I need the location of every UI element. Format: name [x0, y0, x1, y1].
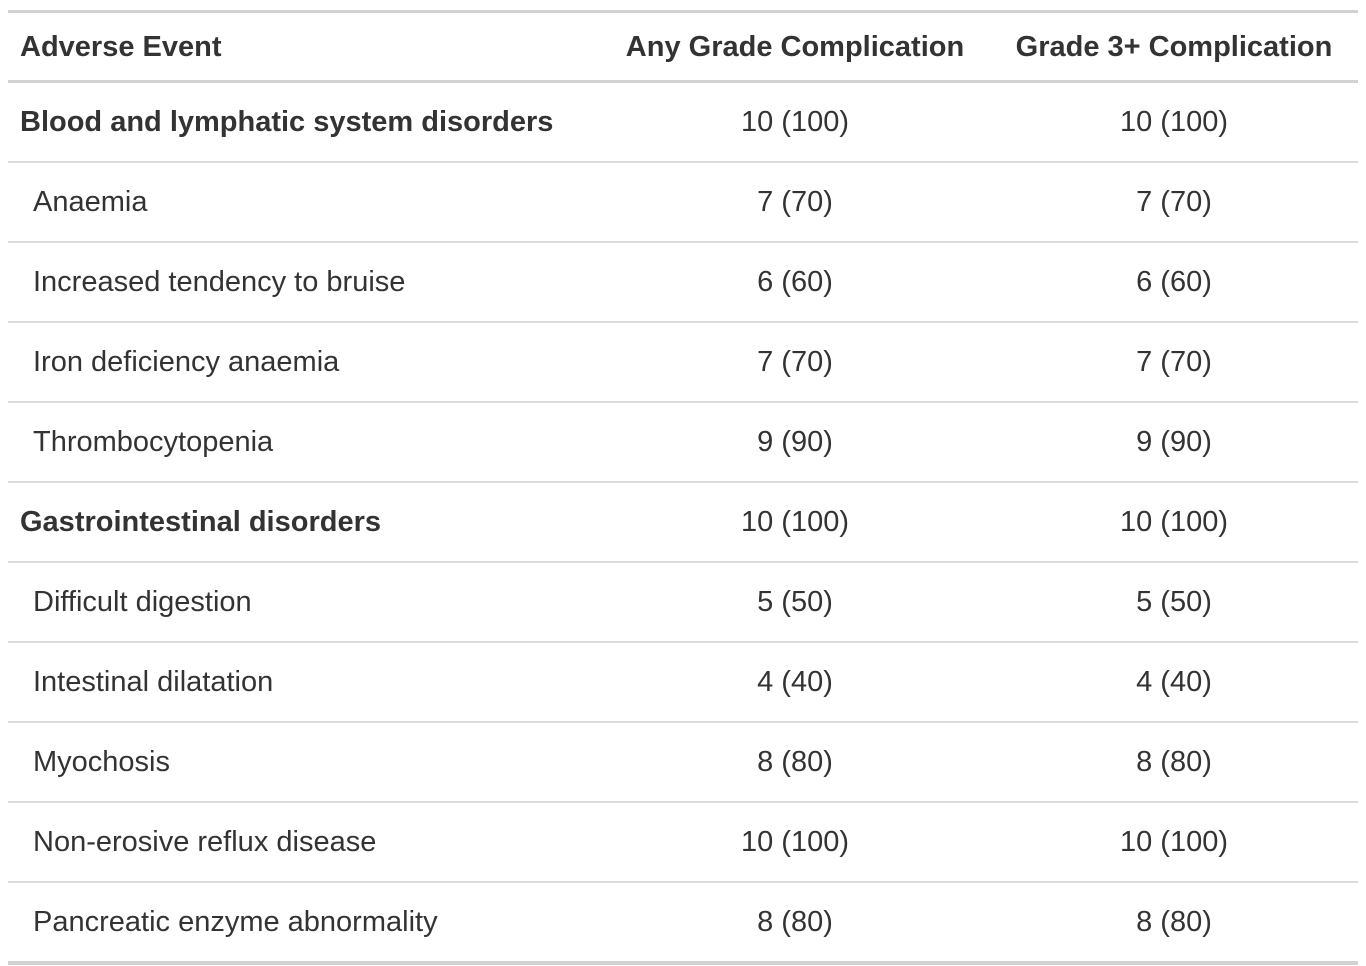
- cell-adverse-event: Non-erosive reflux disease: [8, 801, 600, 882]
- cell-any-grade: 5 (50): [600, 561, 990, 642]
- cell-any-grade: 6 (60): [600, 241, 990, 322]
- cell-adverse-event: Pancreatic enzyme abnormality: [8, 881, 600, 963]
- cell-any-grade: 10 (100): [600, 801, 990, 882]
- cell-any-grade: 7 (70): [600, 321, 990, 402]
- cell-grade3: 8 (80): [990, 881, 1358, 963]
- cell-any-grade: 7 (70): [600, 161, 990, 242]
- table-row-group: Blood and lymphatic system disorders 10 …: [8, 82, 1358, 163]
- cell-adverse-event: Difficult digestion: [8, 561, 600, 642]
- header-row: Adverse Event Any Grade Complication Gra…: [8, 11, 1358, 83]
- column-header-adverse-event: Adverse Event: [8, 11, 600, 83]
- table-row: Anaemia 7 (70) 7 (70): [8, 161, 1358, 242]
- adverse-events-table: Adverse Event Any Grade Complication Gra…: [8, 10, 1358, 965]
- cell-adverse-event: Anaemia: [8, 161, 600, 242]
- table-row: Increased tendency to bruise 6 (60) 6 (6…: [8, 241, 1358, 322]
- table-row: Pancreatic enzyme abnormality 8 (80) 8 (…: [8, 881, 1358, 963]
- cell-grade3: 4 (40): [990, 641, 1358, 722]
- cell-grade3: 10 (100): [990, 801, 1358, 882]
- cell-adverse-event: Blood and lymphatic system disorders: [20, 106, 554, 138]
- cell-grade3: 8 (80): [990, 721, 1358, 802]
- table-row: Iron deficiency anaemia 7 (70) 7 (70): [8, 321, 1358, 402]
- cell-adverse-event: Thrombocytopenia: [8, 401, 600, 482]
- table-row: Intestinal dilatation 4 (40) 4 (40): [8, 641, 1358, 722]
- cell-any-grade: 9 (90): [600, 401, 990, 482]
- table-row: Myochosis 8 (80) 8 (80): [8, 721, 1358, 802]
- table-row: Non-erosive reflux disease 10 (100) 10 (…: [8, 801, 1358, 882]
- cell-grade3: 5 (50): [990, 561, 1358, 642]
- cell-any-grade: 8 (80): [600, 721, 990, 802]
- column-header-any-grade: Any Grade Complication: [600, 11, 990, 83]
- table-row: Difficult digestion 5 (50) 5 (50): [8, 561, 1358, 642]
- column-header-grade3: Grade 3+ Complication: [990, 11, 1358, 83]
- cell-grade3: 7 (70): [990, 321, 1358, 402]
- cell-any-grade: 4 (40): [600, 641, 990, 722]
- cell-adverse-event: Gastrointestinal disorders: [8, 481, 600, 562]
- cell-grade3: 9 (90): [990, 401, 1358, 482]
- table-row-group: Gastrointestinal disorders 10 (100) 10 (…: [8, 481, 1358, 562]
- cell-adverse-event: Iron deficiency anaemia: [8, 321, 600, 402]
- cell-adverse-event: Myochosis: [8, 721, 600, 802]
- cell-any-grade: 8 (80): [600, 881, 990, 963]
- cell-adverse-event: Increased tendency to bruise: [8, 241, 600, 322]
- table-row: Thrombocytopenia 9 (90) 9 (90): [8, 401, 1358, 482]
- cell-grade3: 10 (100): [990, 481, 1358, 562]
- cell-grade3: 7 (70): [990, 161, 1358, 242]
- cell-any-grade: 10 (100): [600, 481, 990, 562]
- cell-adverse-event: Intestinal dilatation: [8, 641, 600, 722]
- cell-grade3: 10 (100): [1119, 106, 1228, 138]
- cell-grade3: 6 (60): [990, 241, 1358, 322]
- cell-any-grade: 10 (100): [740, 106, 849, 138]
